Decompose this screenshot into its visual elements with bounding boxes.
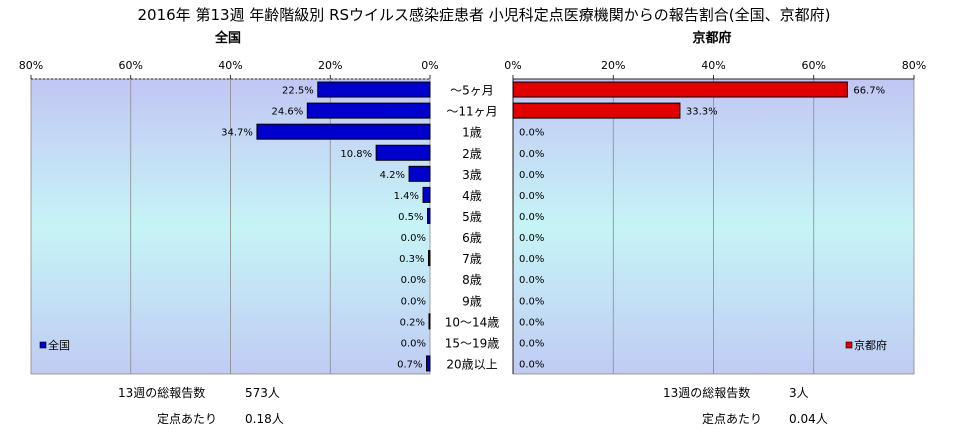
data-label-kyoto: 0.0% [519, 191, 544, 202]
data-label-national: 0.0% [401, 275, 426, 286]
kyoto-per-site-label: 定点あたり [702, 412, 763, 426]
x-tick-label-national: 80% [19, 59, 43, 72]
category-label: 3歳 [462, 168, 482, 182]
kyoto-per-site-value: 0.04人 [789, 412, 828, 426]
data-label-kyoto: 0.0% [519, 275, 544, 286]
data-label-national: 0.2% [400, 317, 425, 328]
x-tick-label-kyoto: 60% [802, 59, 826, 72]
x-tick-label-kyoto: 20% [601, 59, 625, 72]
data-label-national: 0.0% [401, 296, 426, 307]
data-label-kyoto: 0.0% [519, 128, 544, 139]
data-label-kyoto: 0.0% [519, 233, 544, 244]
category-label: ～11ヶ月 [446, 105, 497, 119]
category-label: 20歳以上 [446, 357, 497, 371]
category-label: ～5ヶ月 [450, 84, 494, 98]
x-tick-label-kyoto: 80% [902, 59, 926, 72]
data-label-national: 10.8% [340, 149, 372, 160]
data-label-kyoto: 0.0% [519, 170, 544, 181]
kyoto-total-value: 3人 [789, 386, 809, 400]
bar-national [428, 250, 431, 267]
national-per-site-label: 定点あたり [157, 412, 218, 426]
bar-national [427, 207, 431, 224]
x-tick-label-kyoto: 40% [701, 59, 725, 72]
bar-national [422, 186, 431, 203]
bar-kyoto [512, 81, 848, 98]
bar-national [426, 355, 431, 372]
panel-title-kyoto: 京都府 [692, 30, 731, 46]
bar-national [317, 81, 431, 98]
data-label-kyoto: 66.7% [853, 86, 885, 97]
bar-national [375, 144, 431, 161]
x-tick-label-national: 40% [218, 59, 242, 72]
data-label-national: 0.5% [398, 212, 423, 223]
bar-kyoto [512, 102, 681, 119]
data-label-national: 0.0% [401, 233, 426, 244]
bar-national [408, 165, 431, 182]
category-label: 10～14歳 [445, 315, 500, 329]
data-label-kyoto: 0.0% [519, 212, 544, 223]
category-label: 2歳 [462, 147, 482, 161]
data-label-national: 1.4% [394, 191, 419, 202]
data-label-kyoto: 0.0% [519, 338, 544, 349]
panel-title-national: 全国 [214, 30, 241, 46]
chart-title: 2016年 第13週 年齢階級別 RSウイルス感染症患者 小児科定点医療機関から… [138, 6, 831, 24]
bar-national [428, 313, 431, 330]
data-label-national: 0.0% [401, 338, 426, 349]
data-label-national: 0.3% [399, 254, 424, 265]
legend-swatch-kyoto [845, 341, 853, 349]
x-tick-label-national: 20% [318, 59, 342, 72]
data-label-kyoto: 0.0% [519, 149, 544, 160]
category-label: 8歳 [462, 273, 482, 287]
bar-national [256, 123, 431, 140]
category-label: 4歳 [462, 189, 482, 203]
national-total-value: 573人 [245, 386, 280, 400]
category-label: 6歳 [462, 231, 482, 245]
category-label: 7歳 [462, 252, 482, 266]
national-total-label: 13週の総報告数 [118, 386, 206, 400]
legend-label-national: 全国 [48, 338, 70, 352]
legend-label-kyoto: 京都府 [854, 338, 887, 352]
category-label: 5歳 [462, 210, 482, 224]
category-label: 9歳 [462, 294, 482, 308]
data-label-national: 22.5% [282, 86, 314, 97]
category-label: 1歳 [462, 126, 482, 140]
x-tick-label-national: 0% [421, 59, 438, 72]
legend-swatch-national [39, 341, 47, 349]
data-label-kyoto: 0.0% [519, 359, 544, 370]
data-label-national: 34.7% [221, 128, 253, 139]
data-label-kyoto: 0.0% [519, 317, 544, 328]
data-label-kyoto: 0.0% [519, 296, 544, 307]
bar-national [306, 102, 431, 119]
x-tick-label-national: 60% [119, 59, 143, 72]
national-per-site-value: 0.18人 [245, 412, 284, 426]
data-label-national: 0.7% [397, 359, 422, 370]
data-label-national: 4.2% [380, 170, 405, 181]
data-label-kyoto: 33.3% [686, 107, 718, 118]
category-label: 15～19歳 [445, 336, 500, 350]
data-label-national: 24.6% [272, 107, 304, 118]
data-label-kyoto: 0.0% [519, 254, 544, 265]
kyoto-total-label: 13週の総報告数 [663, 386, 751, 400]
x-tick-label-kyoto: 0% [504, 59, 521, 72]
